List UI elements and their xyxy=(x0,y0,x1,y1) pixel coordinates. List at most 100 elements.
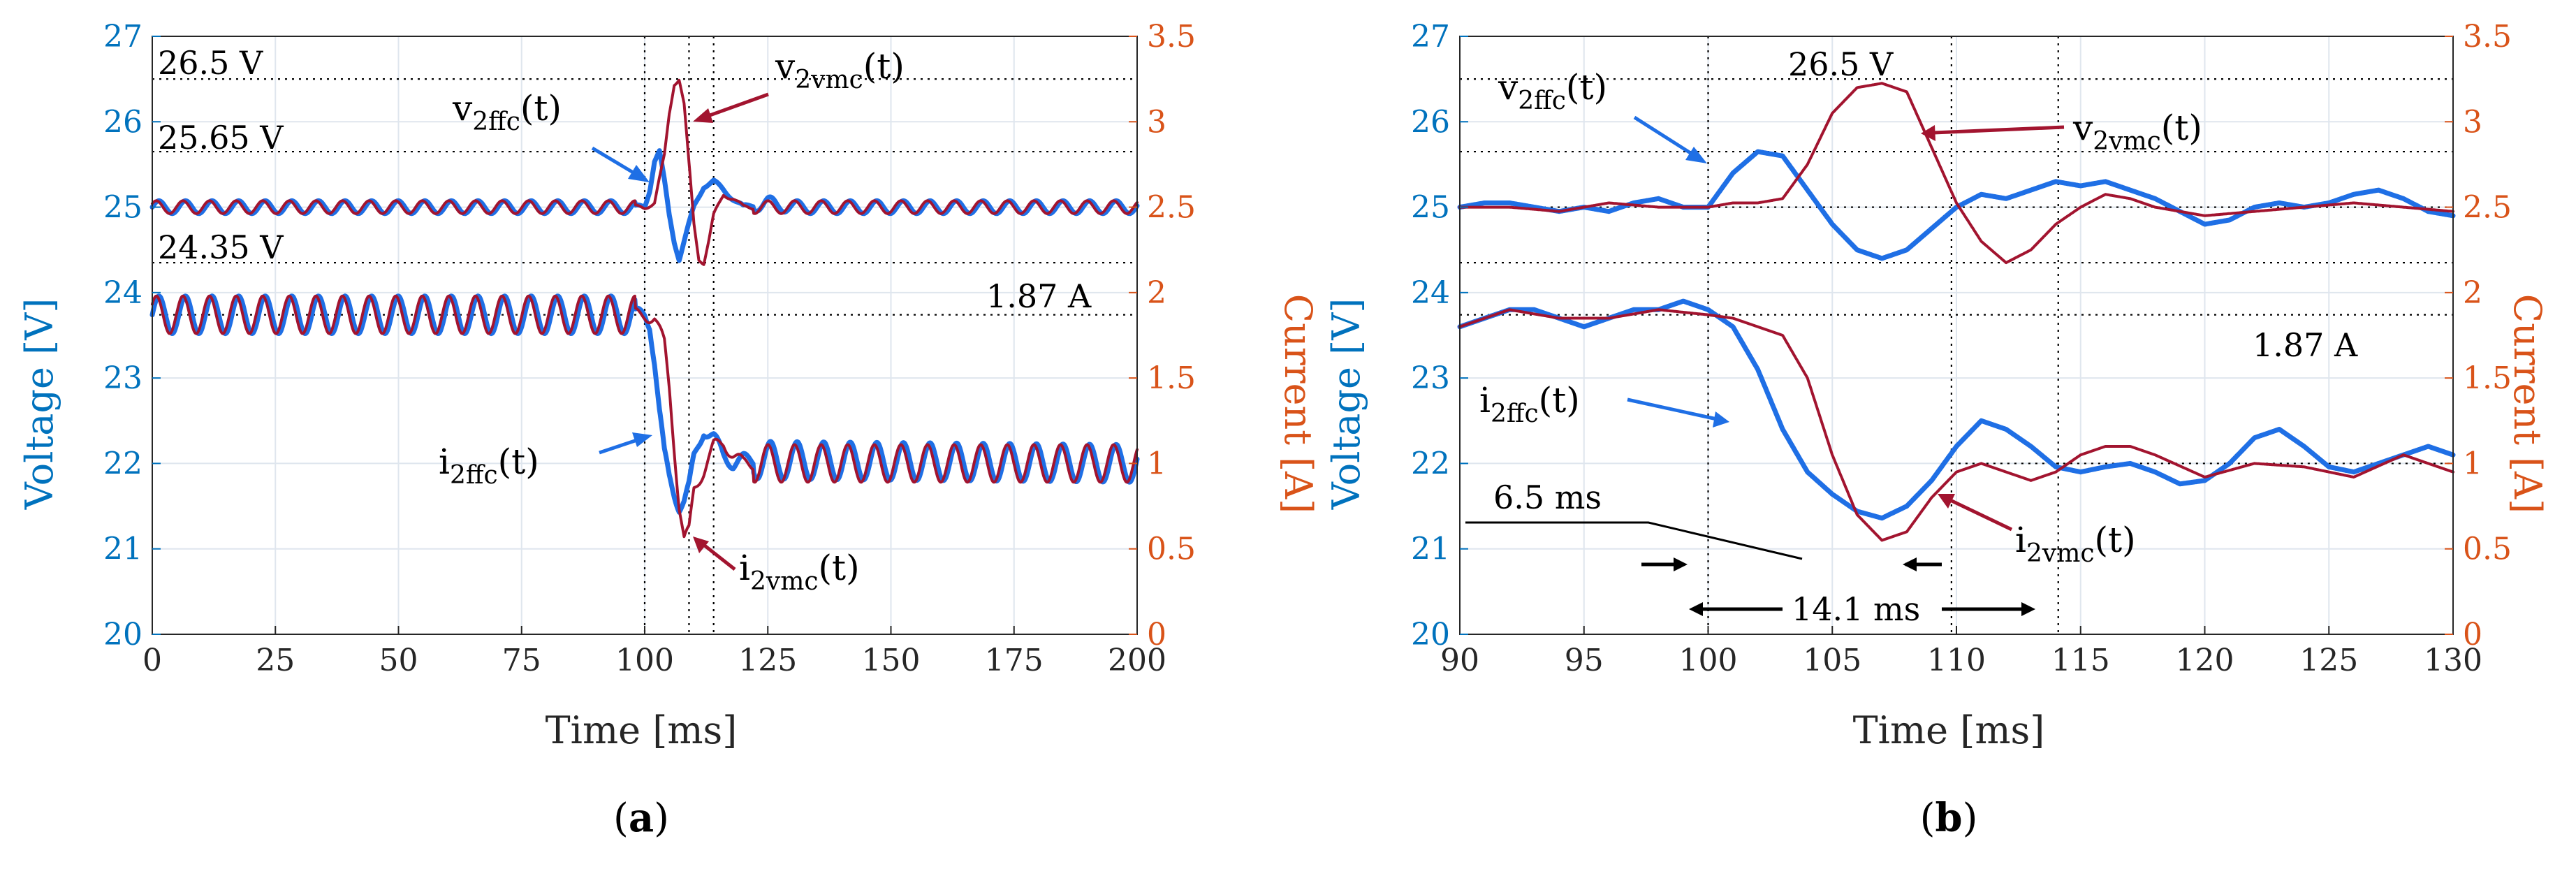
label-i2vmc: i2vmc(t) xyxy=(739,548,860,596)
reference-lines-a xyxy=(152,36,1137,634)
y-left-tick-label: 23 xyxy=(1411,360,1450,396)
label-i2ffc: i2ffc(t) xyxy=(439,441,539,490)
label-arrows-b xyxy=(1627,115,2065,532)
y-right-tick-label: 1 xyxy=(1147,446,1166,481)
arrow-v2vmc xyxy=(1933,125,2065,135)
arrow-v2ffc xyxy=(591,146,641,178)
y-right-tick-label: 2 xyxy=(1147,275,1166,311)
y-left-tick-label: 20 xyxy=(1411,617,1450,652)
arrowhead-v2vmc xyxy=(1921,125,1935,141)
x-axis-label: Time [ms] xyxy=(1853,708,2045,752)
series-line-v2vmct xyxy=(151,78,1139,266)
y-right-tick-label: 2.5 xyxy=(1147,190,1196,226)
arrowhead-i2ffc xyxy=(1713,411,1729,428)
series-lines-a xyxy=(149,78,1140,539)
y-right-tick-label: 3.5 xyxy=(2463,19,2512,54)
x-tick-label: 110 xyxy=(1927,643,1986,678)
arrowhead-i2ffc xyxy=(632,432,652,447)
arrow-i2vmc xyxy=(701,542,736,571)
chart-panel-b: 90 95 100 105 110 115 120 125 130202122232425262… xyxy=(1324,19,2549,841)
arrowhead-14-1ms-left xyxy=(1689,602,1703,616)
y-right-tick-label: 1.5 xyxy=(2463,360,2512,396)
x-tick-label: 115 xyxy=(2051,643,2110,678)
y-right-tick-label: 2 xyxy=(2463,275,2482,311)
x-tick-label: 50 xyxy=(379,643,418,678)
arrowhead-v2ffc xyxy=(628,165,650,182)
arrowhead-v2ffc xyxy=(1685,147,1707,163)
annotation-6-5ms: 6.5 ms xyxy=(1493,479,1602,516)
y-right-tick-label: 0 xyxy=(2463,617,2482,652)
y-left-tick-label: 24 xyxy=(1411,275,1450,311)
y-right-tick-label: 3.5 xyxy=(1147,19,1196,54)
arrowhead-i2vmc xyxy=(1938,494,1955,509)
label-arrows-a xyxy=(591,92,769,571)
annotation-1-87a: 1.87 A xyxy=(2253,326,2358,364)
series-line-i2ffct xyxy=(1457,298,2456,521)
x-tick-label: 200 xyxy=(1108,643,1166,678)
series-line-i2vmct xyxy=(1458,308,2454,542)
y-right-tick-label: 3 xyxy=(2463,104,2482,140)
arrowhead-14-1ms-right xyxy=(2021,602,2035,616)
y-right-tick-label: 1.5 xyxy=(1147,360,1196,396)
y-axis-left-label: Voltage [V] xyxy=(17,298,61,511)
arrowhead-v2vmc xyxy=(693,108,713,123)
y-left-tick-label: 20 xyxy=(103,617,142,652)
annotation-1-87a: 1.87 A xyxy=(986,277,1092,315)
y-right-tick-label: 0 xyxy=(1147,617,1166,652)
ticks-b: 90 95 100 105 110 115 120 125 130202122232425262… xyxy=(1411,19,2512,678)
chart-panel-a: 0 25 50 75 100 125 150 175 200202122232425262700… xyxy=(17,19,1320,841)
ticks-a: 0 25 50 75 100 125 150 175 200202122232425262700… xyxy=(103,19,1196,678)
y-right-tick-label: 1 xyxy=(2463,446,2482,481)
label-v2ffc: v2ffc(t) xyxy=(1498,67,1607,115)
y-left-tick-label: 21 xyxy=(1411,532,1450,567)
annotation-26-5v: 26.5 V xyxy=(158,44,263,82)
series-line-v2vmct xyxy=(1458,82,2454,265)
x-tick-label: 75 xyxy=(502,643,541,678)
series-line-i2vmct xyxy=(151,294,1139,539)
x-tick-label: 105 xyxy=(1803,643,1861,678)
y-left-tick-label: 24 xyxy=(103,275,142,311)
arrow-v2ffc xyxy=(1633,115,1697,159)
y-left-tick-label: 22 xyxy=(1411,446,1450,481)
x-tick-label: 25 xyxy=(256,643,295,678)
x-axis-label: Time [ms] xyxy=(546,708,738,752)
arrow-i2ffc xyxy=(1627,397,1718,421)
annotation-26-5v: 26.5 V xyxy=(1788,45,1894,83)
y-left-tick-label: 22 xyxy=(103,446,142,481)
y-left-tick-label: 21 xyxy=(103,532,142,567)
y-left-tick-label: 27 xyxy=(1411,19,1450,54)
arrow-i2vmc xyxy=(1947,497,2013,532)
y-right-tick-label: 2.5 xyxy=(2463,190,2512,226)
x-tick-label: 100 xyxy=(615,643,674,678)
x-tick-label: 95 xyxy=(1565,643,1604,678)
y-axis-left-label: Voltage [V] xyxy=(1324,298,1368,511)
x-tick-label: 130 xyxy=(2424,643,2482,678)
y-axis-right-label: Current [A] xyxy=(2505,294,2549,513)
label-i2ffc: i2ffc(t) xyxy=(1479,380,1580,428)
y-right-tick-label: 3 xyxy=(1147,104,1166,140)
annotation-25-65v: 25.65 V xyxy=(158,119,284,156)
arrowhead-i2vmc xyxy=(693,536,709,553)
series-lines-b xyxy=(1457,82,2456,542)
x-tick-label: 0 xyxy=(142,643,162,678)
x-tick-label: 125 xyxy=(738,643,797,678)
x-tick-label: 100 xyxy=(1679,643,1738,678)
y-left-tick-label: 25 xyxy=(1411,190,1450,226)
panel-label-b: (b) xyxy=(1920,795,1978,841)
arrowhead-6-5ms-left xyxy=(1674,557,1688,571)
panel-label-a: (a) xyxy=(613,795,669,841)
y-axis-right-label: Current [A] xyxy=(1276,294,1320,513)
annotation-24-35v: 24.35 V xyxy=(158,228,284,266)
arrow-i2ffc xyxy=(599,437,642,455)
y-left-tick-label: 26 xyxy=(103,104,142,140)
x-tick-label: 125 xyxy=(2299,643,2358,678)
label-v2ffc: v2ffc(t) xyxy=(452,88,562,136)
annotation-14-1ms: 14.1 ms xyxy=(1792,590,1920,628)
y-left-tick-label: 26 xyxy=(1411,104,1450,140)
y-right-tick-label: 0.5 xyxy=(2463,532,2512,567)
x-tick-label: 175 xyxy=(985,643,1044,678)
label-v2vmc: v2vmc(t) xyxy=(2072,108,2202,156)
interval-annotations: 6.5 ms 14.1 ms xyxy=(1465,479,2035,628)
y-left-tick-label: 27 xyxy=(103,19,142,54)
